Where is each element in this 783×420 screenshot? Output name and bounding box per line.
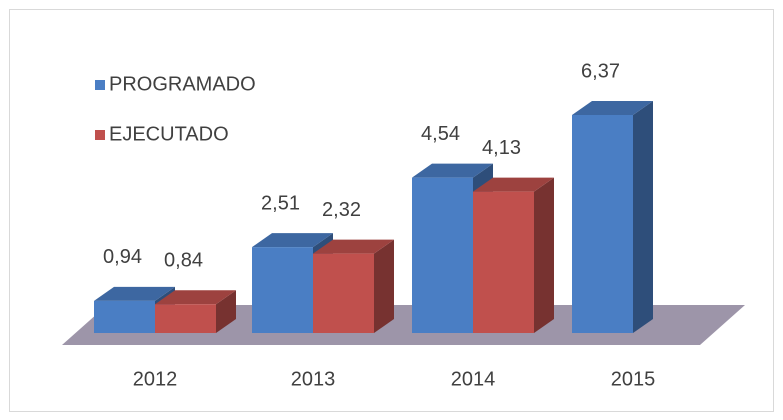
bar-side xyxy=(633,101,653,333)
data-label: 2,51 xyxy=(261,192,300,214)
bar-front xyxy=(155,304,216,333)
chart-border xyxy=(9,9,774,412)
bar-front xyxy=(252,247,313,333)
legend-swatch xyxy=(95,80,105,90)
bar-side xyxy=(534,177,554,333)
data-label: 2,32 xyxy=(322,199,361,221)
bar-front xyxy=(572,115,633,333)
bar xyxy=(155,290,236,333)
x-tick-label: 2013 xyxy=(291,368,336,390)
legend-label: EJECUTADO xyxy=(109,123,229,145)
bar-top xyxy=(473,177,554,192)
bar-top xyxy=(252,233,333,248)
bar-top xyxy=(313,239,394,254)
data-label: 4,54 xyxy=(421,123,460,145)
bar-side xyxy=(374,239,394,333)
data-label: 6,37 xyxy=(581,60,620,82)
legend-label: PROGRAMADO xyxy=(109,73,256,95)
bar-front xyxy=(313,253,374,333)
bar-front xyxy=(94,300,155,333)
bar-front xyxy=(473,191,534,333)
bar xyxy=(572,101,653,333)
bar-side xyxy=(216,290,236,333)
x-tick-label: 2015 xyxy=(611,368,656,390)
bar-front xyxy=(412,177,473,333)
legend-swatch xyxy=(95,130,105,140)
bar-top xyxy=(412,163,493,178)
data-label: 0,84 xyxy=(164,250,203,272)
bar xyxy=(473,177,554,333)
data-label: 4,13 xyxy=(482,137,521,159)
x-tick-label: 2014 xyxy=(451,368,496,390)
x-tick-label: 2012 xyxy=(133,368,178,390)
bar-top xyxy=(94,286,175,301)
data-label: 0,94 xyxy=(103,246,142,268)
bar-top xyxy=(155,290,236,305)
bar xyxy=(313,239,394,333)
bar-top xyxy=(572,101,653,115)
